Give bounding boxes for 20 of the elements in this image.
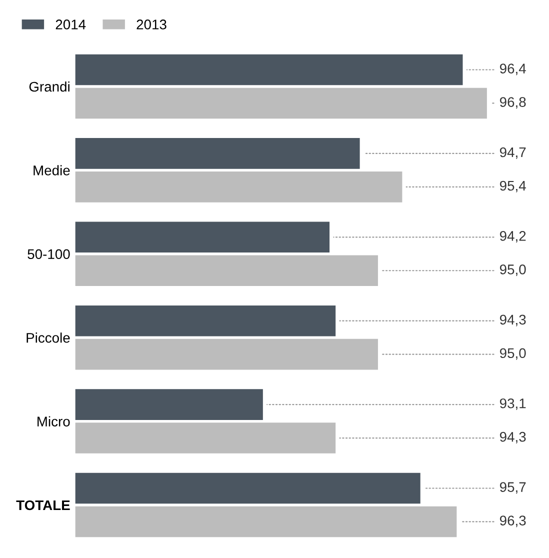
data-label: 95,4 <box>500 180 526 192</box>
legend-label: 2013 <box>136 20 166 30</box>
y-tick-label: Grandi <box>29 81 70 92</box>
data-label: 95,7 <box>500 482 526 494</box>
data-label: 95,0 <box>500 348 526 360</box>
y-tick-label: Medie <box>34 165 70 176</box>
data-label: 94,3 <box>500 314 526 326</box>
data-label: 94,2 <box>500 231 526 243</box>
data-label: 96,3 <box>500 516 526 528</box>
data-label: 96,4 <box>500 64 526 76</box>
data-label: 94,7 <box>500 147 526 159</box>
data-label: 94,3 <box>500 432 526 444</box>
data-label: 95,0 <box>500 264 526 276</box>
y-tick-label: Micro <box>38 416 70 426</box>
data-label: 93,1 <box>500 398 526 410</box>
y-tick-label: Piccole <box>26 332 70 343</box>
legend-label: 2014 <box>56 20 86 30</box>
data-label: 96,8 <box>500 97 526 109</box>
y-tick-label: 50-100 <box>28 249 70 260</box>
y-tick-label: TOTALE <box>16 500 70 510</box>
